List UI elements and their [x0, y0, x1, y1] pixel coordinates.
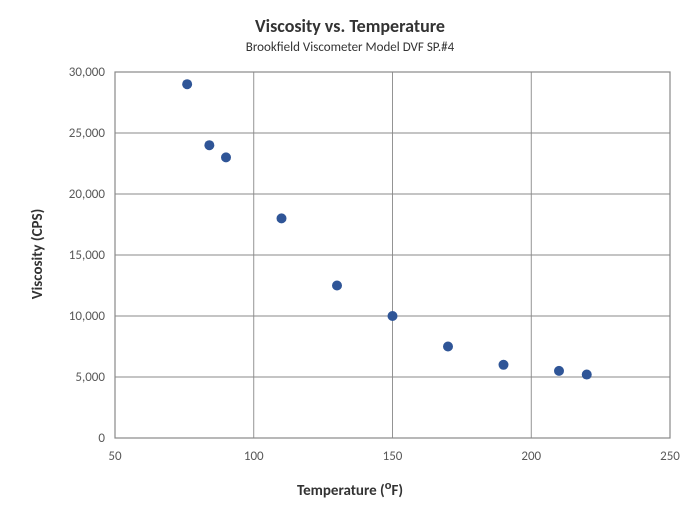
data-point [443, 342, 453, 352]
data-point [182, 79, 192, 89]
data-point [332, 281, 342, 291]
x-tick-label: 100 [244, 449, 264, 464]
x-tick-label: 200 [521, 449, 541, 464]
data-point [388, 311, 398, 321]
y-tick-label: 10,000 [69, 309, 106, 324]
data-point [221, 152, 231, 162]
x-tick-label: 50 [108, 449, 122, 464]
y-tick-label: 20,000 [69, 187, 106, 202]
data-point [554, 366, 564, 376]
data-point [582, 370, 592, 380]
data-point [277, 213, 287, 223]
y-tick-label: 25,000 [69, 126, 106, 141]
scatter-plot: 50 100 150 200 250 0 5,000 10,000 15,000 20,000 25… [0, 0, 700, 517]
chart-frame: Viscosity vs. Temperature Brookfield Vis… [0, 0, 700, 517]
y-tick-label: 5,000 [75, 370, 105, 385]
y-tick-label: 15,000 [69, 248, 106, 263]
data-point [499, 360, 509, 370]
data-point [204, 140, 214, 150]
y-tick-label: 0 [98, 431, 105, 446]
x-tick-label: 150 [383, 449, 403, 464]
y-tick-label: 30,000 [69, 65, 106, 80]
x-tick-label: 250 [660, 449, 680, 464]
